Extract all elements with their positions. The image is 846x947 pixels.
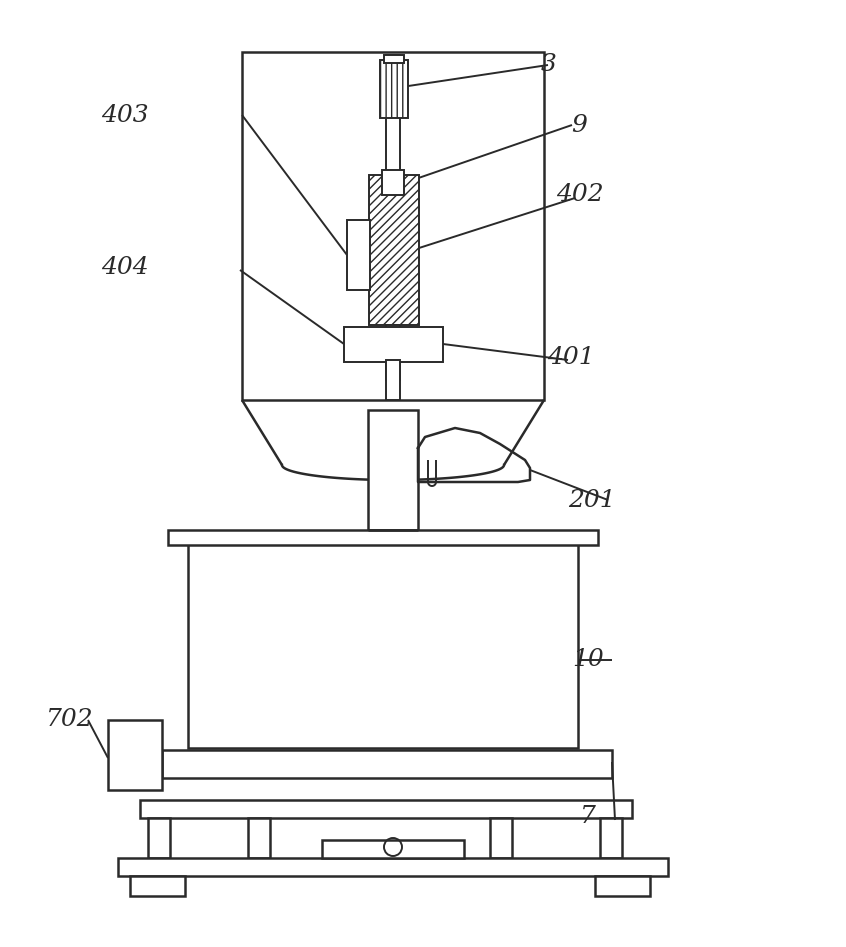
Bar (118, 858, 668, 876)
Bar (386, 325, 400, 380)
Text: 10: 10 (572, 648, 604, 670)
Bar (347, 220, 370, 290)
Bar (162, 750, 612, 778)
Text: 3: 3 (541, 53, 556, 76)
Bar (344, 327, 443, 362)
Text: 404: 404 (102, 256, 149, 278)
Text: 7: 7 (580, 805, 596, 828)
Bar (168, 530, 598, 545)
Bar (188, 540, 578, 748)
Text: 9: 9 (572, 114, 587, 136)
Bar (242, 52, 544, 400)
Bar (140, 800, 632, 818)
Bar (386, 55, 400, 175)
Bar (595, 876, 650, 896)
Bar (490, 818, 512, 858)
Bar (600, 818, 622, 858)
Bar (382, 170, 404, 195)
Text: 702: 702 (46, 708, 93, 731)
Text: 401: 401 (547, 347, 595, 369)
Bar (386, 360, 400, 400)
Text: 201: 201 (569, 489, 616, 511)
Bar (130, 876, 185, 896)
Bar (148, 818, 170, 858)
Text: 403: 403 (102, 104, 149, 127)
Bar (380, 60, 408, 118)
Text: 402: 402 (556, 183, 603, 205)
Bar (322, 840, 464, 858)
Bar (384, 55, 404, 63)
Bar (368, 410, 418, 530)
Bar (248, 818, 270, 858)
Bar (108, 720, 162, 790)
Bar (369, 175, 419, 325)
